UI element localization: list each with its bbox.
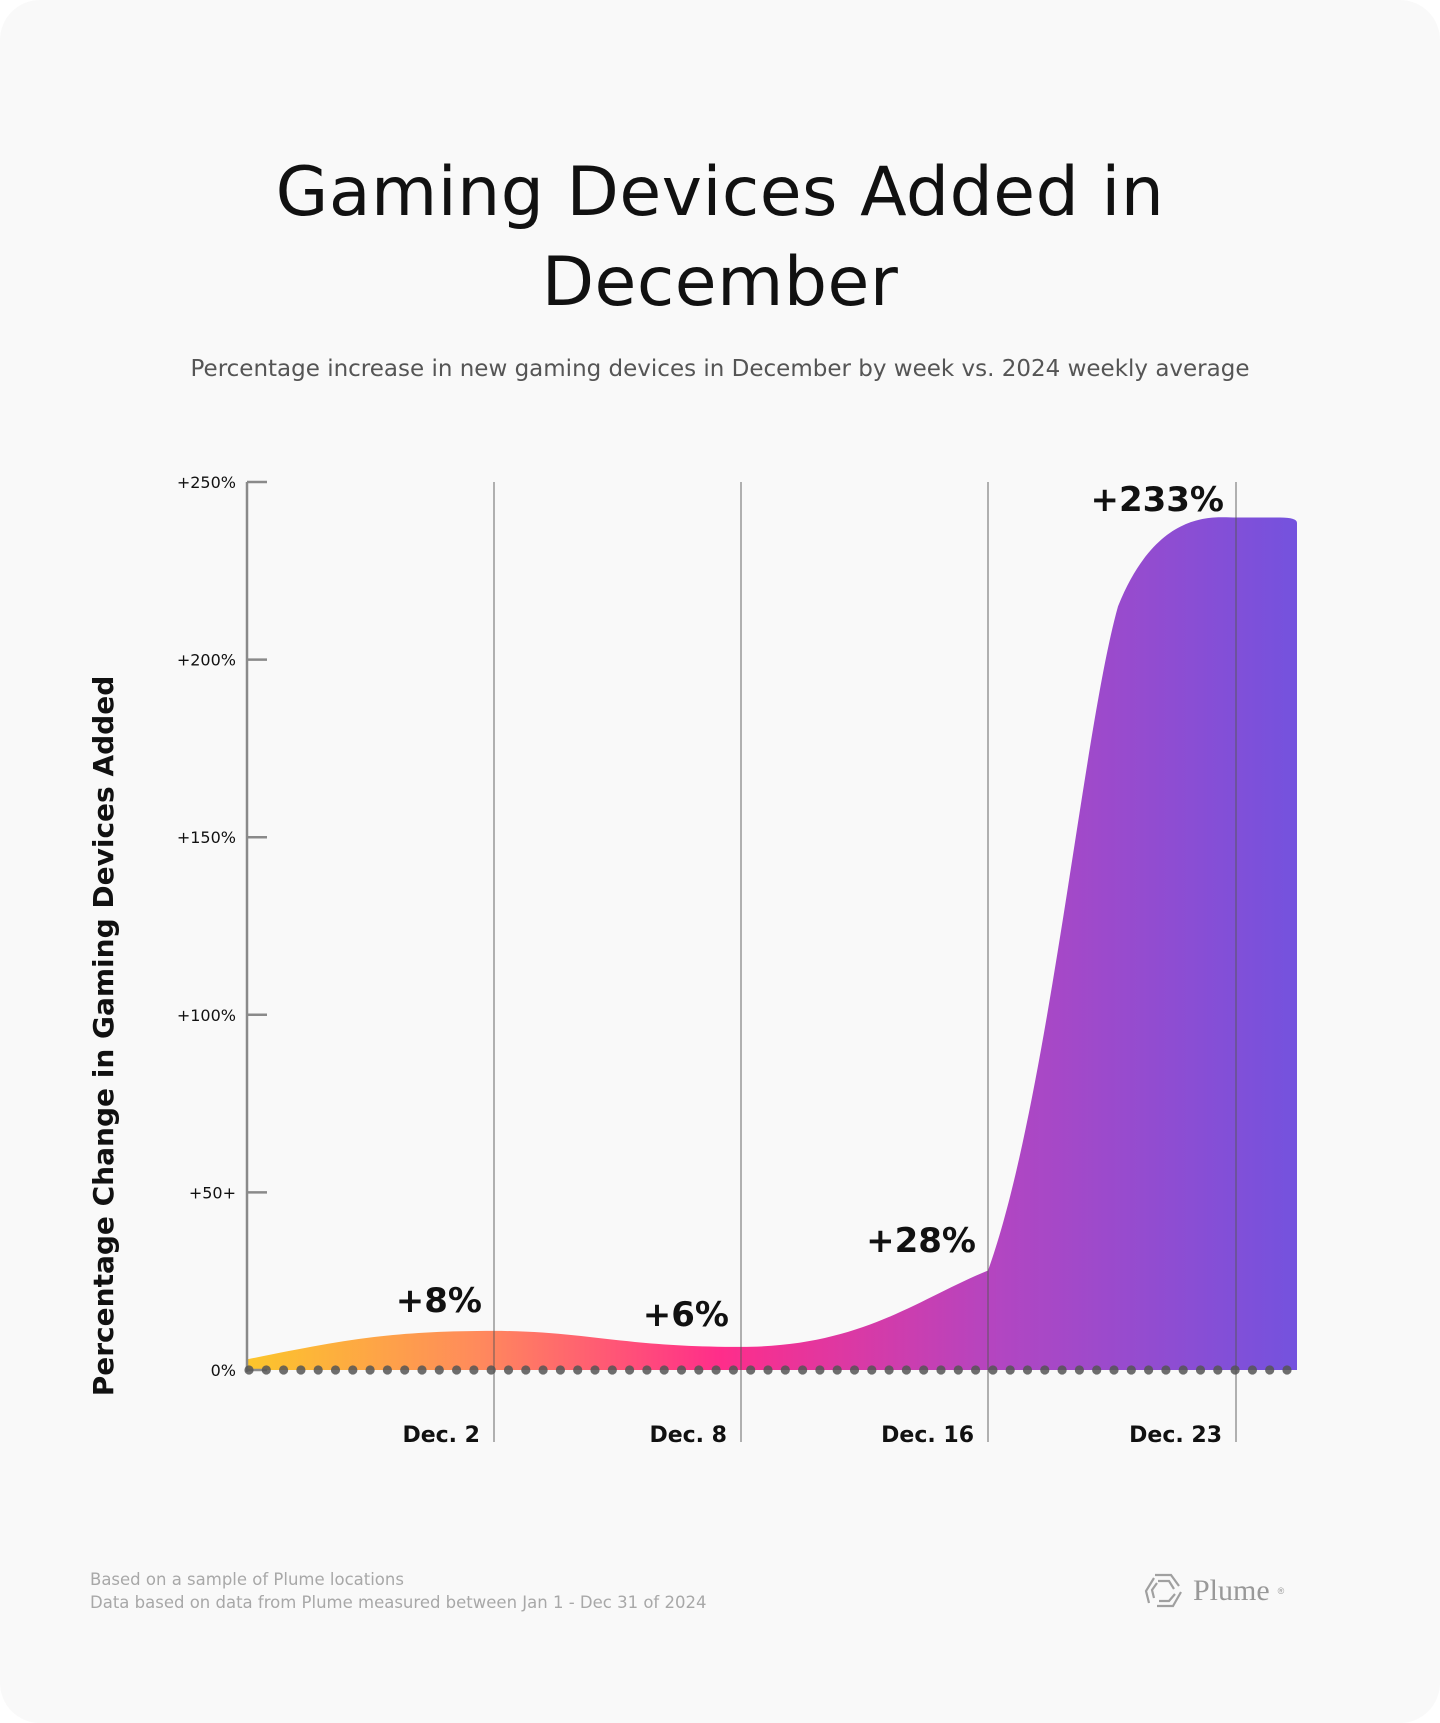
data-label: +6% — [643, 1295, 729, 1335]
y-tick-label: +250% — [177, 473, 236, 492]
baseline-dot — [763, 1365, 773, 1375]
baseline-dot — [849, 1365, 860, 1375]
baseline-dot — [1057, 1365, 1067, 1375]
baseline-dot — [780, 1365, 790, 1375]
baseline-dot — [1092, 1365, 1102, 1375]
y-tick-label: 0% — [211, 1361, 236, 1380]
baseline-dot — [1247, 1365, 1257, 1375]
baseline-dot — [1144, 1365, 1154, 1375]
y-tick-label: +200% — [177, 651, 236, 670]
x-tick-label: Dec. 8 — [649, 1423, 727, 1448]
baseline-dot — [1005, 1365, 1015, 1375]
chart-title-line2: December — [541, 243, 899, 322]
baseline-dot — [1022, 1365, 1033, 1375]
baseline-dot — [711, 1365, 721, 1375]
footnote-data-range: Data based on data from Plume measured b… — [90, 1593, 707, 1612]
y-tick-label: +150% — [177, 828, 236, 847]
baseline-dot — [659, 1365, 669, 1375]
baseline-dot — [1040, 1365, 1050, 1375]
baseline-dot — [694, 1365, 704, 1375]
baseline-dot — [1230, 1365, 1240, 1375]
baseline-dot — [884, 1365, 894, 1375]
registered-mark: ® — [1277, 1586, 1285, 1596]
baseline-dot — [452, 1365, 462, 1375]
baseline-dot — [555, 1365, 566, 1375]
baseline-dot — [988, 1365, 998, 1375]
baseline-dot — [1213, 1365, 1223, 1375]
baseline-dot — [521, 1365, 531, 1375]
baseline-dot — [1282, 1365, 1292, 1375]
data-label: +8% — [396, 1281, 482, 1321]
baseline-dot — [244, 1365, 254, 1375]
baseline-dot — [313, 1365, 323, 1375]
data-label: +28% — [866, 1221, 976, 1261]
baseline-dot — [330, 1365, 341, 1375]
baseline-dot — [279, 1365, 289, 1375]
baseline-dot — [365, 1365, 375, 1375]
baseline-dot — [746, 1365, 756, 1375]
baseline-dot — [382, 1365, 392, 1375]
baseline-dot — [503, 1365, 514, 1375]
baseline-dot — [953, 1365, 963, 1375]
baseline-dot — [798, 1365, 808, 1375]
y-tick-label: +50+ — [189, 1183, 236, 1202]
y-axis-title: Percentage Change in Gaming Devices Adde… — [87, 676, 120, 1397]
baseline-dot — [936, 1365, 946, 1375]
baseline-dot — [348, 1365, 358, 1375]
chart-title: Gaming Devices Added in December — [0, 148, 1440, 328]
baseline-dot — [1109, 1365, 1119, 1375]
baseline-dot — [867, 1365, 877, 1375]
baseline-dot — [469, 1365, 479, 1375]
baseline-dot — [676, 1365, 687, 1375]
footnote: Based on a sample of Plume locations Dat… — [90, 1568, 706, 1614]
baseline-dot — [971, 1365, 981, 1375]
baseline-dot — [901, 1365, 912, 1375]
baseline-dot — [400, 1365, 410, 1375]
area-series — [247, 517, 1297, 1370]
baseline-dot — [1178, 1365, 1188, 1375]
baseline-dot — [434, 1365, 444, 1375]
baseline-dot — [590, 1365, 600, 1375]
x-tick-label: Dec. 2 — [402, 1423, 480, 1448]
baseline-dot — [832, 1365, 842, 1375]
baseline-dot — [417, 1365, 427, 1375]
chart-subtitle: Percentage increase in new gaming device… — [190, 356, 1250, 382]
baseline-dot — [573, 1365, 583, 1375]
baseline-dot — [1161, 1365, 1171, 1375]
x-tick-label: Dec. 23 — [1129, 1423, 1222, 1448]
plume-hexagon-logo-icon — [1144, 1573, 1182, 1608]
x-tick-label: Dec. 16 — [881, 1423, 974, 1448]
baseline-dot — [1126, 1365, 1136, 1375]
baseline-dot — [1195, 1365, 1206, 1375]
baseline-dot — [1265, 1365, 1275, 1375]
y-tick-label: +100% — [177, 1006, 236, 1025]
baseline-dot — [1074, 1365, 1084, 1375]
plume-logo: Plume ® — [1143, 1572, 1284, 1610]
baseline-dot — [607, 1365, 617, 1375]
chart-title-line1: Gaming Devices Added in — [275, 153, 1165, 232]
baseline-dot — [296, 1365, 306, 1375]
baseline-dot — [538, 1365, 548, 1375]
data-label: +233% — [1090, 480, 1224, 520]
brand-name: Plume — [1193, 1574, 1270, 1607]
baseline-dot — [642, 1365, 652, 1375]
footnote-sample: Based on a sample of Plume locations — [90, 1570, 404, 1589]
baseline-dot — [728, 1365, 739, 1375]
baseline-dot — [486, 1365, 496, 1375]
baseline-dot — [815, 1365, 825, 1375]
baseline-dot — [261, 1365, 271, 1375]
baseline-dot — [919, 1365, 929, 1375]
baseline-dot — [625, 1365, 635, 1375]
